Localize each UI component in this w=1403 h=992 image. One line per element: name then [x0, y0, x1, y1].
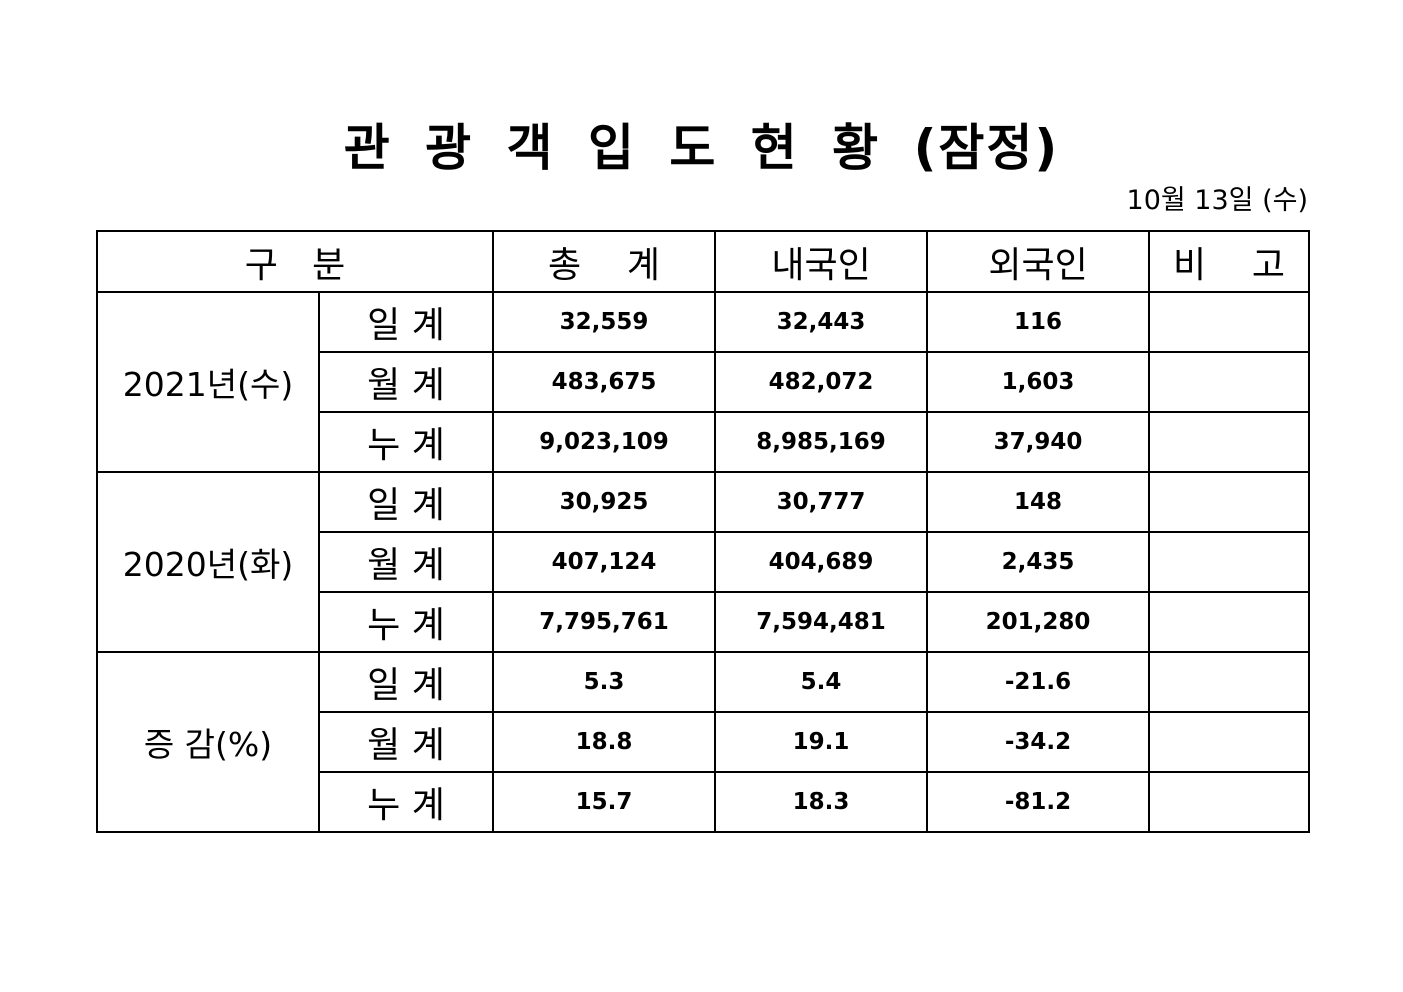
foreign-cell: 201,280 [926, 591, 1151, 653]
header-category: 구 분 [95, 230, 495, 293]
domestic-cell: 5.4 [714, 651, 929, 713]
domestic-cell: 7,594,481 [714, 591, 929, 653]
visitor-stats-table: 구 분 총 계 내국인 외국인 비 고 2021년(수) 일 계 32,559 … [95, 230, 1311, 833]
row-label: 일 계 [317, 651, 495, 713]
note-cell [1148, 771, 1311, 833]
total-cell: 18.8 [492, 711, 717, 773]
header-foreign: 외국인 [926, 230, 1151, 293]
note-cell [1148, 651, 1311, 713]
row-label: 누 계 [317, 591, 495, 653]
note-cell [1148, 591, 1311, 653]
total-cell: 483,675 [492, 351, 717, 413]
table-row: 누 계 15.7 18.3 -81.2 [97, 771, 1311, 833]
header-row: 구 분 총 계 내국인 외국인 비 고 [95, 230, 1311, 293]
foreign-cell: 37,940 [926, 411, 1151, 473]
note-cell [1148, 471, 1311, 533]
row-label: 월 계 [317, 351, 495, 413]
domestic-cell: 404,689 [714, 531, 929, 593]
foreign-cell: -34.2 [926, 711, 1151, 773]
table-row: 월 계 18.8 19.1 -34.2 [97, 711, 1311, 773]
foreign-cell: -81.2 [926, 771, 1151, 833]
note-cell [1148, 351, 1311, 413]
report-date: 10월 13일 (수) [1126, 185, 1308, 216]
header-domestic: 내국인 [714, 230, 929, 293]
table-row: 증 감(%) 일 계 5.3 5.4 -21.6 [96, 651, 1311, 833]
total-cell: 7,795,761 [492, 591, 717, 653]
row-label: 일 계 [317, 471, 495, 533]
total-cell: 30,925 [492, 471, 717, 533]
row-label: 일 계 [317, 291, 495, 353]
note-cell [1148, 291, 1311, 353]
foreign-cell: 2,435 [926, 531, 1151, 593]
group-label-2021: 2021년(수) [96, 291, 320, 473]
page-title: 관 광 객 입 도 현 황 (잠정) [343, 119, 1060, 177]
table-row: 누 계 7,795,761 7,594,481 201,280 [97, 591, 1311, 653]
row-label: 월 계 [317, 531, 495, 593]
table-row: 월 계 407,124 404,689 2,435 [97, 531, 1311, 593]
note-cell [1148, 711, 1311, 773]
total-cell: 407,124 [492, 531, 717, 593]
foreign-cell: 116 [926, 291, 1151, 353]
total-cell: 5.3 [492, 651, 717, 713]
note-cell [1148, 411, 1311, 473]
foreign-cell: -21.6 [926, 651, 1151, 713]
header-note: 비 고 [1148, 230, 1311, 293]
group-label-change: 증 감(%) [96, 651, 320, 833]
foreign-cell: 148 [926, 471, 1151, 533]
total-cell: 32,559 [492, 291, 717, 353]
row-label: 누 계 [317, 411, 495, 473]
note-cell [1148, 531, 1311, 593]
domestic-cell: 30,777 [714, 471, 929, 533]
total-cell: 9,023,109 [492, 411, 717, 473]
table-row: 월 계 483,675 482,072 1,603 [97, 351, 1311, 413]
row-label: 누 계 [317, 771, 495, 833]
domestic-cell: 19.1 [714, 711, 929, 773]
domestic-cell: 482,072 [714, 351, 929, 413]
foreign-cell: 1,603 [926, 351, 1151, 413]
domestic-cell: 18.3 [714, 771, 929, 833]
domestic-cell: 32,443 [714, 291, 929, 353]
table-row: 2021년(수) 일 계 32,559 32,443 116 [96, 291, 1311, 473]
domestic-cell: 8,985,169 [714, 411, 929, 473]
table-row: 2020년(화) 일 계 30,925 30,777 148 [96, 471, 1311, 653]
table-row: 누 계 9,023,109 8,985,169 37,940 [97, 411, 1311, 473]
total-cell: 15.7 [492, 771, 717, 833]
row-label: 월 계 [317, 711, 495, 773]
header-total: 총 계 [492, 230, 717, 293]
group-label-2020: 2020년(화) [96, 471, 320, 653]
